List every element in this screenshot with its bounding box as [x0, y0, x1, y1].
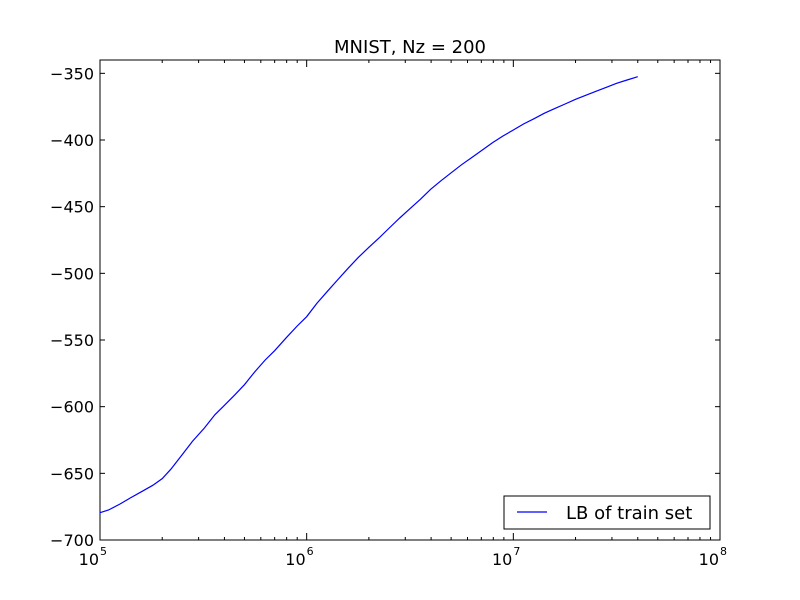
x-tick-label-base: 10: [699, 550, 719, 569]
series-line-0: [99, 76, 638, 514]
y-tick-label: −350: [50, 64, 94, 83]
legend-label: LB of train set: [566, 503, 692, 524]
y-tick-label: −600: [50, 398, 94, 417]
legend: LB of train set: [503, 495, 711, 530]
y-tick-label: −500: [50, 264, 94, 283]
x-tick-label-base: 10: [285, 550, 305, 569]
y-tick-label: −700: [50, 531, 94, 550]
y-tick-label: −650: [50, 464, 94, 483]
x-tick-label-base: 10: [79, 550, 99, 569]
y-tick-label: −450: [50, 198, 94, 217]
x-tick-label-exponent: 7: [513, 545, 520, 558]
x-tick-label-exponent: 5: [100, 545, 107, 558]
x-tick-label-exponent: 8: [720, 545, 727, 558]
axes-frame: [99, 59, 721, 541]
x-tick-label-base: 10: [492, 550, 512, 569]
x-tick-label-exponent: 6: [307, 545, 314, 558]
y-tick-label: −550: [50, 331, 94, 350]
y-tick-label: −400: [50, 131, 94, 150]
chart-title: MNIST, Nz = 200: [334, 37, 486, 58]
